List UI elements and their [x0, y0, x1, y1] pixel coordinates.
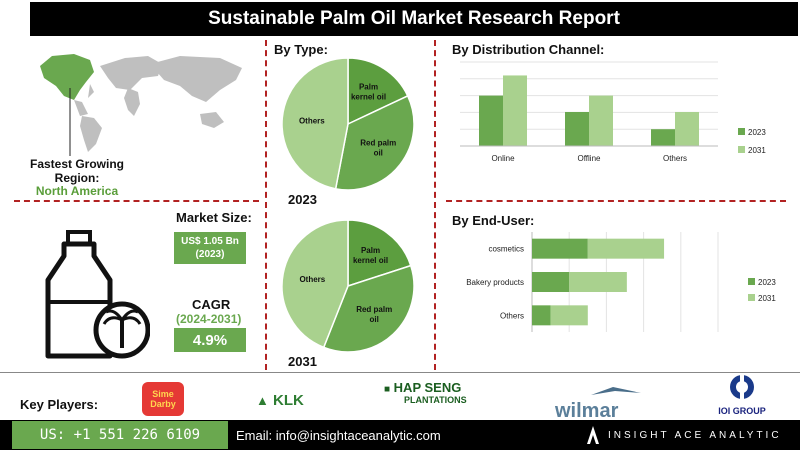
end-user-chart: cosmetics Bakery products Others 2023 2031 [466, 232, 776, 332]
brand-name: INSIGHT ACE ANALYTIC [608, 429, 782, 441]
x-tick-label: Others [663, 154, 687, 163]
wilmar-wave-icon [591, 387, 641, 395]
pie-slice [282, 219, 349, 349]
pie-slice-label: Red palm [360, 138, 396, 147]
pie-slice-label: kernel oil [351, 93, 386, 102]
region-value: North America [35, 184, 119, 198]
wilmar-text: wilmar [555, 400, 619, 422]
y-tick-label: Others [500, 311, 524, 320]
legend-swatch [748, 278, 755, 285]
cagr-value: 4.9% [174, 328, 246, 352]
pie-slice-label: oil [370, 315, 379, 324]
bar-2023 [565, 111, 589, 146]
bar-2031 [589, 95, 613, 146]
bar-2031 [503, 75, 527, 146]
pie-slice-label: Palm [359, 83, 378, 92]
bar-2023 [651, 129, 675, 146]
legend-label: 2031 [748, 146, 766, 155]
x-tick-label: Offline [578, 154, 602, 163]
report-title: Sustainable Palm Oil Market Research Rep… [30, 2, 798, 36]
bar-2031 [675, 111, 699, 146]
pie-slice [334, 94, 415, 191]
bar-2023 [532, 272, 570, 292]
market-size-box: US$ 1.05 Bn (2023) [174, 232, 246, 264]
bar-2031 [587, 238, 665, 259]
bar-2023 [479, 95, 503, 146]
hap-seng-subtext: PLANTATIONS [404, 395, 467, 405]
distribution-channel-chart: Online Offline Others 2023 2031 [460, 61, 766, 163]
phone-number[interactable]: US: +1 551 226 6109 [12, 421, 228, 449]
market-size-title: Market Size: [176, 210, 252, 225]
divider-left-horizontal [14, 200, 259, 202]
divider-right [434, 40, 436, 370]
x-tick-label: Online [491, 154, 515, 163]
end-user-header: By End-User: [452, 213, 535, 228]
y-tick-label: Bakery products [466, 278, 524, 287]
pie-slice [347, 57, 409, 126]
palm-oil-bottle-icon [45, 230, 150, 359]
pie-slice-label: Palm [361, 246, 380, 255]
pie-slice-label: Red palm [356, 305, 392, 314]
pie-slice [322, 264, 415, 353]
world-map [40, 54, 242, 156]
pie-2031-year: 2031 [288, 354, 317, 369]
by-type-header: By Type: [274, 42, 328, 57]
distribution-header: By Distribution Channel: [452, 42, 605, 57]
insight-ace-logo-icon [587, 426, 599, 444]
wilmar-logo: wilmar [555, 384, 645, 422]
legend-label: 2023 [758, 278, 776, 287]
sime-darby-text: Sime Darby [150, 389, 176, 409]
key-players-label: Key Players: [20, 397, 99, 412]
y-tick-label: cosmetics [488, 245, 524, 254]
bar-2023 [532, 305, 551, 326]
divider-right-horizontal [446, 200, 786, 202]
pie-2023-year: 2023 [288, 192, 317, 207]
pie-slice [347, 219, 412, 288]
hap-seng-text: HAP SENG [393, 380, 462, 395]
pie-slice-label: oil [374, 148, 383, 157]
hap-seng-logo: ■ HAP SENG PLANTATIONS [384, 380, 470, 405]
divider-bottom [0, 372, 800, 373]
legend-swatch [738, 146, 745, 153]
ioi-emblem-icon [730, 375, 754, 399]
sime-darby-logo: Sime Darby [142, 382, 184, 416]
klk-text: KLK [273, 392, 304, 409]
legend-label: 2031 [758, 294, 776, 303]
ioi-group-text: IOI GROUP [718, 406, 766, 416]
cagr-title: CAGR [192, 297, 231, 312]
bar-2031 [550, 305, 588, 326]
market-size-value: US$ 1.05 Bn [181, 236, 239, 247]
ioi-group-logo: IOI GROUP [712, 373, 772, 416]
legend-label: 2023 [748, 128, 766, 137]
divider-left [265, 40, 267, 370]
bar-2023 [532, 238, 588, 259]
legend-swatch [748, 294, 755, 301]
klk-logo: ▲ KLK [256, 392, 304, 409]
market-size-year: (2023) [195, 249, 225, 260]
pie-slice-label: kernel oil [353, 256, 388, 265]
cagr-period: (2024-2031) [176, 312, 242, 326]
bar-2031 [569, 272, 627, 292]
legend-swatch [738, 128, 745, 135]
email-address[interactable]: Email: info@insightaceanalytic.com [236, 427, 441, 443]
pie-slice [282, 57, 349, 190]
region-label: Fastest Growing Region: [29, 157, 124, 185]
pie-slice-label: Others [299, 117, 325, 126]
pie-slice-label: Others [299, 275, 325, 284]
